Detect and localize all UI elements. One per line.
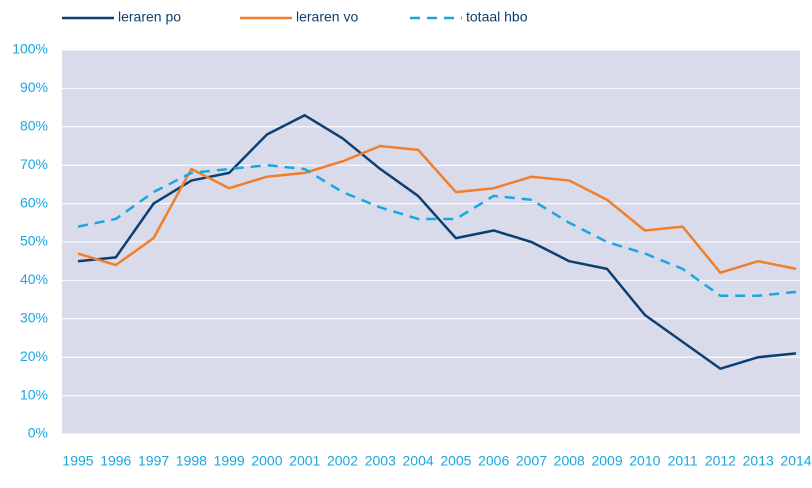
line-series (77, 114, 797, 370)
x-tick-label: 1996 (100, 453, 131, 469)
x-tick-label: 2009 (591, 453, 622, 469)
x-tick-label: 2001 (289, 453, 320, 469)
x-tick-label: 2002 (327, 453, 358, 469)
line-series (77, 163, 797, 298)
legend-label: leraren po (118, 9, 181, 25)
y-tick-label: 80% (20, 118, 48, 134)
x-tick-label: 2013 (743, 453, 774, 469)
x-tick-label: 2004 (403, 453, 434, 469)
x-tick-label: 2008 (554, 453, 585, 469)
x-tick-label: 1997 (138, 453, 169, 469)
x-tick-label: 2012 (705, 453, 736, 469)
x-tick-label: 1999 (214, 453, 245, 469)
x-tick-label: 2014 (780, 453, 811, 469)
y-tick-label: 20% (20, 348, 48, 364)
y-tick-label: 0% (28, 425, 48, 441)
x-tick-label: 2005 (440, 453, 471, 469)
x-tick-label: 2011 (668, 453, 698, 469)
y-tick-label: 10% (20, 386, 48, 402)
y-tick-label: 40% (20, 271, 48, 287)
y-tick-label: 30% (20, 310, 48, 326)
y-tick-label: 100% (12, 41, 48, 57)
x-tick-label: 2006 (478, 453, 509, 469)
y-tick-label: 90% (20, 79, 48, 95)
line-series (77, 144, 797, 274)
x-tick-label: 2007 (516, 453, 547, 469)
legend-label: leraren vo (296, 9, 358, 25)
legend-label: totaal hbo (466, 9, 528, 25)
x-tick-label: 2010 (629, 453, 660, 469)
x-tick-label: 2000 (251, 453, 282, 469)
y-tick-label: 50% (20, 233, 48, 249)
y-tick-label: 70% (20, 156, 48, 172)
y-tick-label: 60% (20, 194, 48, 210)
x-tick-label: 1998 (176, 453, 207, 469)
x-tick-label: 2003 (365, 453, 396, 469)
x-tick-label: 1995 (62, 453, 93, 469)
